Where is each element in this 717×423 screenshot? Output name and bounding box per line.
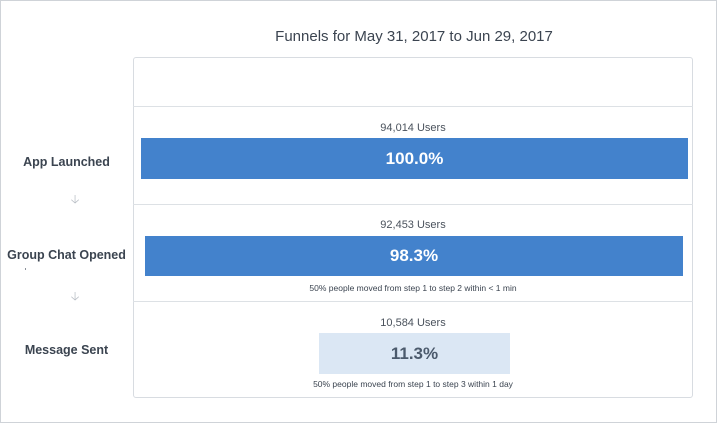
- step-count-label: 94,014 Users: [380, 122, 446, 134]
- row-divider: [133, 106, 693, 107]
- funnel-bar-app-launched[interactable]: 100.0%: [141, 138, 688, 179]
- step-count-label: 92,453 Users: [380, 219, 446, 231]
- funnel-bar-message-sent[interactable]: 11.3%: [319, 333, 510, 374]
- step-conversion-note: 50% people moved from step 1 to step 2 w…: [309, 283, 517, 293]
- row-divider: [133, 301, 693, 302]
- step-conversion-note: 50% people moved from step 1 to step 3 w…: [313, 379, 513, 389]
- step-label-group-chat-opened: Group Chat Opened: [7, 248, 126, 262]
- bar-percent-label: 98.3%: [389, 246, 439, 265]
- bar-percent-label: 11.3%: [390, 343, 439, 363]
- row-divider: [133, 204, 693, 205]
- step-count-label: 10,584 Users: [380, 317, 446, 329]
- bar-percent-label: 100.0%: [385, 148, 444, 168]
- arrow-down-icon: 🡣: [70, 289, 80, 303]
- arrow-down-icon: 🡣: [70, 192, 80, 206]
- step-label-app-launched: App Launched: [23, 155, 110, 169]
- funnel-bar-group-chat-opened[interactable]: 98.3%: [145, 236, 683, 276]
- step-label-message-sent: Message Sent: [24, 343, 109, 357]
- stray-mark: [25, 268, 26, 270]
- chart-title: Funnels for May 31, 2017 to Jun 29, 2017: [275, 28, 553, 45]
